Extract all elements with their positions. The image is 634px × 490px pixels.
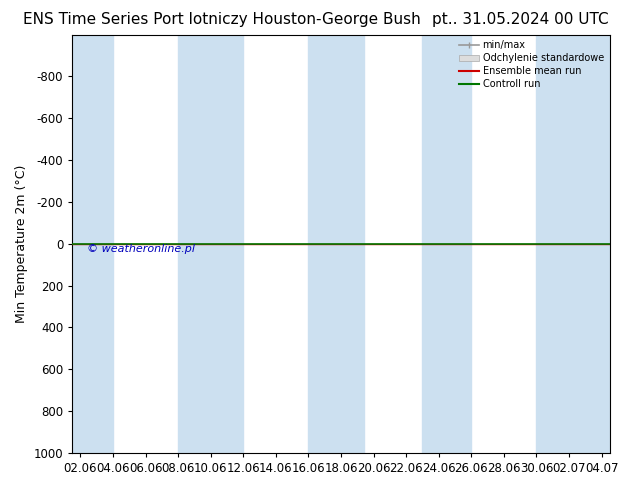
- Bar: [308, 35, 364, 453]
- Legend: min/max, Odchylenie standardowe, Ensemble mean run, Controll run: min/max, Odchylenie standardowe, Ensembl…: [455, 37, 608, 93]
- Bar: [178, 35, 243, 453]
- Text: pt.. 31.05.2024 00 UTC: pt.. 31.05.2024 00 UTC: [432, 12, 608, 27]
- Bar: [72, 35, 113, 453]
- Text: © weatheronline.pl: © weatheronline.pl: [87, 244, 195, 254]
- Text: ENS Time Series Port lotniczy Houston-George Bush: ENS Time Series Port lotniczy Houston-Ge…: [23, 12, 421, 27]
- Bar: [422, 35, 471, 453]
- Y-axis label: Min Temperature 2m (°C): Min Temperature 2m (°C): [15, 165, 28, 323]
- Bar: [536, 35, 611, 453]
